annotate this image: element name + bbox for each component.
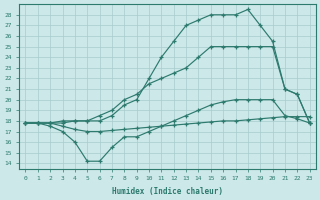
X-axis label: Humidex (Indice chaleur): Humidex (Indice chaleur)	[112, 187, 223, 196]
